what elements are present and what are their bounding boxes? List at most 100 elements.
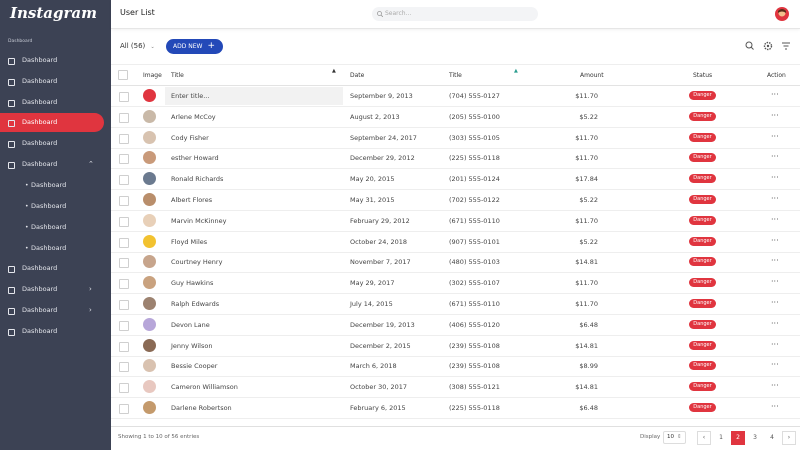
user-avatar[interactable] bbox=[775, 7, 789, 21]
table-row[interactable]: Guy Hawkins May 29, 2017 (302) 555-0107 $11… bbox=[111, 273, 800, 295]
amount: $14.81 bbox=[575, 383, 598, 392]
amount: $6.48 bbox=[579, 320, 598, 329]
row-checkbox[interactable] bbox=[119, 196, 129, 206]
row-actions[interactable]: ··· bbox=[771, 298, 779, 307]
page-button[interactable]: 3 bbox=[748, 431, 762, 445]
filter-dropdown[interactable]: All (56) ⌄ bbox=[120, 42, 155, 50]
divider bbox=[111, 85, 800, 86]
table-row[interactable]: Cody Fisher September 24, 2017 (303) 555-0… bbox=[111, 128, 800, 149]
row-actions[interactable]: ··· bbox=[771, 318, 779, 328]
column-header[interactable]: Action bbox=[767, 72, 786, 79]
table-row[interactable]: Cameron Williamson October 30, 2017 (308) … bbox=[111, 377, 800, 399]
row-actions[interactable]: ··· bbox=[771, 256, 779, 266]
menu-item[interactable]: • Dashboard bbox=[0, 239, 104, 258]
page-button[interactable]: 1 bbox=[714, 431, 728, 445]
add-new-button[interactable]: ADD NEW + bbox=[166, 39, 223, 54]
row-actions[interactable]: ··· bbox=[771, 360, 779, 370]
row-actions[interactable]: ··· bbox=[771, 131, 779, 141]
menu-item[interactable]: Dashboard › bbox=[0, 280, 104, 299]
row-checkbox[interactable] bbox=[119, 154, 129, 165]
row-checkbox[interactable] bbox=[119, 133, 129, 144]
row-checkbox[interactable] bbox=[119, 258, 129, 269]
menu-item[interactable]: Dashboard bbox=[0, 322, 104, 341]
menu-item[interactable]: • Dashboard bbox=[0, 176, 104, 195]
row-actions[interactable]: ··· bbox=[771, 152, 779, 162]
row-actions[interactable]: ··· bbox=[771, 214, 779, 224]
row-checkbox[interactable] bbox=[119, 300, 129, 310]
row-checkbox[interactable] bbox=[119, 383, 129, 394]
column-header[interactable]: Title bbox=[449, 72, 462, 79]
row-actions[interactable]: ··· bbox=[771, 90, 779, 99]
toolbar-icons[interactable] bbox=[745, 41, 793, 51]
row-actions[interactable]: ··· bbox=[771, 381, 779, 391]
table-row[interactable]: Darlene Robertson February 6, 2015 (225) 5… bbox=[111, 398, 800, 419]
row-checkbox[interactable] bbox=[119, 320, 129, 331]
status-badge: Danger bbox=[689, 91, 716, 100]
menu-item[interactable]: Dashboard bbox=[0, 259, 104, 278]
page-button[interactable]: 4 bbox=[765, 431, 779, 445]
menu-item[interactable]: Dashboard bbox=[0, 134, 104, 153]
row-actions[interactable]: ··· bbox=[771, 235, 779, 245]
row-checkbox[interactable] bbox=[119, 112, 129, 123]
title: Marvin McKinney bbox=[171, 216, 227, 225]
divider bbox=[111, 189, 800, 191]
table-row[interactable]: Ralph Edwards July 14, 2015 (671) 555-0110… bbox=[111, 294, 800, 315]
menu-item[interactable]: Dashboard › bbox=[0, 301, 104, 320]
row-checkbox[interactable] bbox=[119, 237, 129, 248]
status-badge: Danger bbox=[689, 299, 716, 308]
amount: $11.70 bbox=[575, 92, 598, 100]
menu-item[interactable]: Dashboard bbox=[0, 72, 104, 91]
column-header[interactable]: Image bbox=[143, 72, 162, 79]
menu-item[interactable]: Dashboard bbox=[0, 51, 104, 70]
logo[interactable]: Instagram bbox=[10, 4, 97, 22]
row-checkbox[interactable] bbox=[119, 216, 129, 227]
table-row[interactable]: Jenny Wilson December 2, 2015 (239) 555-01… bbox=[111, 336, 800, 357]
menu-item[interactable]: Dashboard bbox=[0, 93, 104, 112]
search-box[interactable]: Search... bbox=[372, 7, 538, 21]
row-actions[interactable]: ··· bbox=[771, 339, 779, 349]
table-row[interactable]: Courtney Henry November 7, 2017 (480) 555-… bbox=[111, 252, 800, 274]
column-header[interactable]: Status bbox=[693, 72, 713, 79]
column-header[interactable]: Date bbox=[350, 72, 365, 79]
title-input[interactable] bbox=[165, 87, 343, 105]
row-checkbox[interactable] bbox=[119, 279, 129, 290]
row-checkbox[interactable] bbox=[119, 175, 129, 186]
row-checkbox[interactable] bbox=[119, 362, 129, 373]
row-checkbox[interactable] bbox=[119, 404, 129, 414]
page-title: User List bbox=[120, 8, 155, 17]
table-row[interactable]: Arlene McCoy August 2, 2013 (205) 555-0100… bbox=[111, 107, 800, 128]
menu-label: Dashboard bbox=[22, 139, 58, 147]
table-row[interactable]: Floyd Miles October 24, 2018 (907) 555-010… bbox=[111, 232, 800, 253]
row-actions[interactable]: ··· bbox=[771, 402, 779, 411]
table-row[interactable]: Albert Flores May 31, 2015 (702) 555-0122 $… bbox=[111, 190, 800, 211]
avatar bbox=[143, 255, 156, 269]
sort-icon[interactable]: ▲ bbox=[514, 68, 518, 74]
status-badge: Danger bbox=[689, 153, 716, 163]
next-page[interactable]: › bbox=[782, 431, 796, 445]
menu-icon bbox=[8, 120, 15, 127]
row-checkbox[interactable] bbox=[119, 92, 129, 102]
row-actions[interactable]: ··· bbox=[771, 173, 779, 183]
menu-item[interactable]: • Dashboard bbox=[0, 218, 104, 237]
table-row[interactable]: Devon Lane December 19, 2013 (406) 555-012… bbox=[111, 315, 800, 336]
menu-item[interactable]: • Dashboard bbox=[0, 197, 104, 216]
table-row[interactable]: Bessie Cooper March 6, 2018 (239) 555-0108… bbox=[111, 356, 800, 378]
title: Ronald Richards bbox=[171, 175, 224, 184]
column-header[interactable]: Amount bbox=[580, 72, 604, 79]
row-actions[interactable]: ··· bbox=[771, 277, 779, 287]
row-checkbox[interactable] bbox=[119, 341, 129, 352]
table-row[interactable]: Marvin McKinney February 29, 2012 (671) 55… bbox=[111, 211, 800, 232]
prev-page[interactable]: ‹ bbox=[697, 431, 711, 445]
column-header[interactable]: Title bbox=[171, 72, 184, 79]
menu-item[interactable]: Dashboard bbox=[0, 113, 104, 132]
row-actions[interactable]: ··· bbox=[771, 194, 779, 203]
table-row[interactable]: esther Howard December 29, 2012 (225) 555-… bbox=[111, 148, 800, 170]
sort-icon[interactable]: ▲ bbox=[332, 68, 336, 74]
row-actions[interactable]: ··· bbox=[771, 110, 779, 120]
page-size-select[interactable]: 10 ⇕ bbox=[663, 431, 686, 444]
select-all-checkbox[interactable] bbox=[118, 70, 128, 80]
menu-item[interactable]: Dashboard ⌃ bbox=[0, 155, 104, 174]
table-row[interactable]: Ronald Richards May 20, 2015 (201) 555-012… bbox=[111, 169, 800, 191]
table-row[interactable]: Enter title... September 9, 2013 (704) 555… bbox=[111, 86, 800, 107]
page-button[interactable]: 2 bbox=[731, 431, 745, 445]
